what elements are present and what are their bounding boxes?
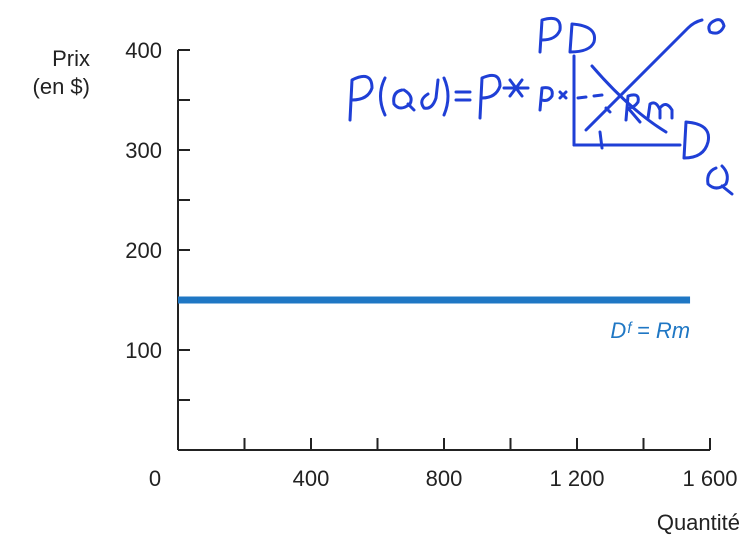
x-axis-title: Quantité (657, 510, 740, 535)
y-axis-title-line2: (en $) (33, 74, 90, 99)
handwritten-annotation (348, 16, 734, 196)
series-label: Dᶠ = Rm (610, 318, 690, 343)
y-tick-label: 300 (125, 138, 162, 163)
y-axis-title-line1: Prix (52, 46, 90, 71)
x-tick-label: 800 (426, 466, 463, 491)
x-tick-label: 0 (149, 466, 161, 491)
x-tick-label: 1 200 (549, 466, 604, 491)
y-tick-label: 200 (125, 238, 162, 263)
y-tick-label: 400 (125, 38, 162, 63)
x-tick-label: 1 600 (682, 466, 737, 491)
y-tick-label: 100 (125, 338, 162, 363)
label-layer: 0 400 800 1 200 1 600 100 200 300 400 Prix (en $) Q… (33, 38, 740, 535)
x-tick-label: 400 (293, 466, 330, 491)
